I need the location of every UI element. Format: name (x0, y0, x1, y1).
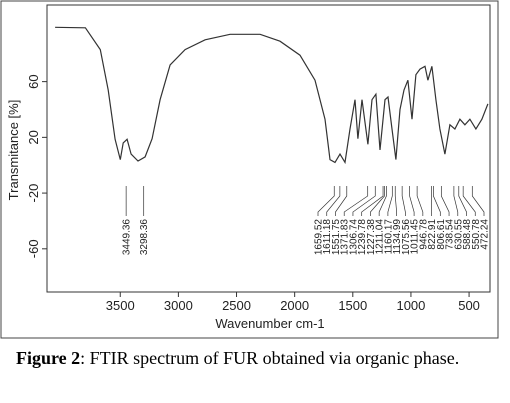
chart: Wavenumber cm-1 Transmitance [%] 3500 300… (0, 0, 499, 339)
peak-label: 822.91 (427, 219, 438, 250)
caption-text: : FTIR spectrum of FUR obtained via orga… (80, 348, 460, 368)
peak-leader (378, 186, 387, 216)
peak-label: 1011.45 (410, 219, 421, 255)
peak-label: 550.78 (471, 219, 482, 250)
peak-leader (453, 186, 459, 216)
peak-label: 806.61 (436, 219, 447, 250)
peak-leader (361, 186, 384, 216)
x-tick-label: 3500 (106, 298, 135, 313)
peak-leader (352, 186, 376, 216)
peak-leader (317, 186, 335, 216)
spectrum-line (55, 26, 489, 165)
peak-leader (387, 186, 393, 216)
peak-leader (471, 186, 485, 216)
peak-leader (394, 186, 397, 216)
peak-label: 1075.56 (401, 219, 412, 256)
caption: Figure 2: FTIR spectrum of FUR obtained … (16, 348, 501, 369)
peak-leader (462, 186, 476, 216)
peak-leader (416, 186, 424, 216)
peak-label: 946.78 (418, 219, 429, 250)
y-tick-label: -20 (26, 184, 41, 203)
peak-leader (343, 186, 369, 216)
peak-label: 3449.36 (122, 219, 133, 256)
x-tick-label: 3000 (164, 298, 193, 313)
y-tick-label: -60 (26, 239, 41, 258)
peak-label: 630.55 (453, 219, 464, 250)
x-axis-label: Wavenumber cm-1 (215, 316, 324, 331)
peak-leader (401, 186, 406, 216)
peak-label: 1371.83 (340, 219, 351, 256)
y-tick-label: 20 (26, 130, 41, 144)
x-tick-label: 500 (458, 298, 480, 313)
peak-leader (335, 186, 348, 216)
peak-leader (440, 186, 450, 216)
plot-frame (46, 4, 491, 293)
peak-leader (326, 186, 341, 216)
peak-leader (433, 186, 441, 216)
peak-label: 1306.74 (348, 219, 359, 256)
peak-label: 738.54 (445, 219, 456, 250)
x-tick-label: 1500 (338, 298, 367, 313)
peak-label: 1611.18 (322, 219, 333, 255)
outer-frame (0, 0, 499, 339)
x-tick-label: 2000 (280, 298, 309, 313)
peak-label: 588.48 (462, 219, 473, 250)
peak-leader (370, 186, 385, 216)
y-axis-label: Transmitance [%] (6, 100, 21, 201)
peak-leader (409, 186, 415, 216)
peak-label: 1551.75 (331, 219, 342, 256)
peak-label: 1239.78 (357, 219, 368, 256)
peak-label: 1134.99 (392, 219, 403, 255)
peak-label: 1659.52 (314, 219, 325, 256)
peak-label: 1211.04 (375, 219, 386, 255)
x-tick-label: 1000 (396, 298, 425, 313)
peak-label: 1227.38 (366, 219, 377, 256)
x-tick-label: 2500 (222, 298, 251, 313)
y-tick-label: 60 (26, 74, 41, 88)
caption-label: Figure 2 (16, 348, 81, 368)
peak-label: 3298.36 (139, 219, 150, 256)
peak-label: 1160.17 (383, 219, 394, 255)
peak-label: 472.24 (480, 219, 491, 250)
peak-leader (458, 186, 467, 216)
